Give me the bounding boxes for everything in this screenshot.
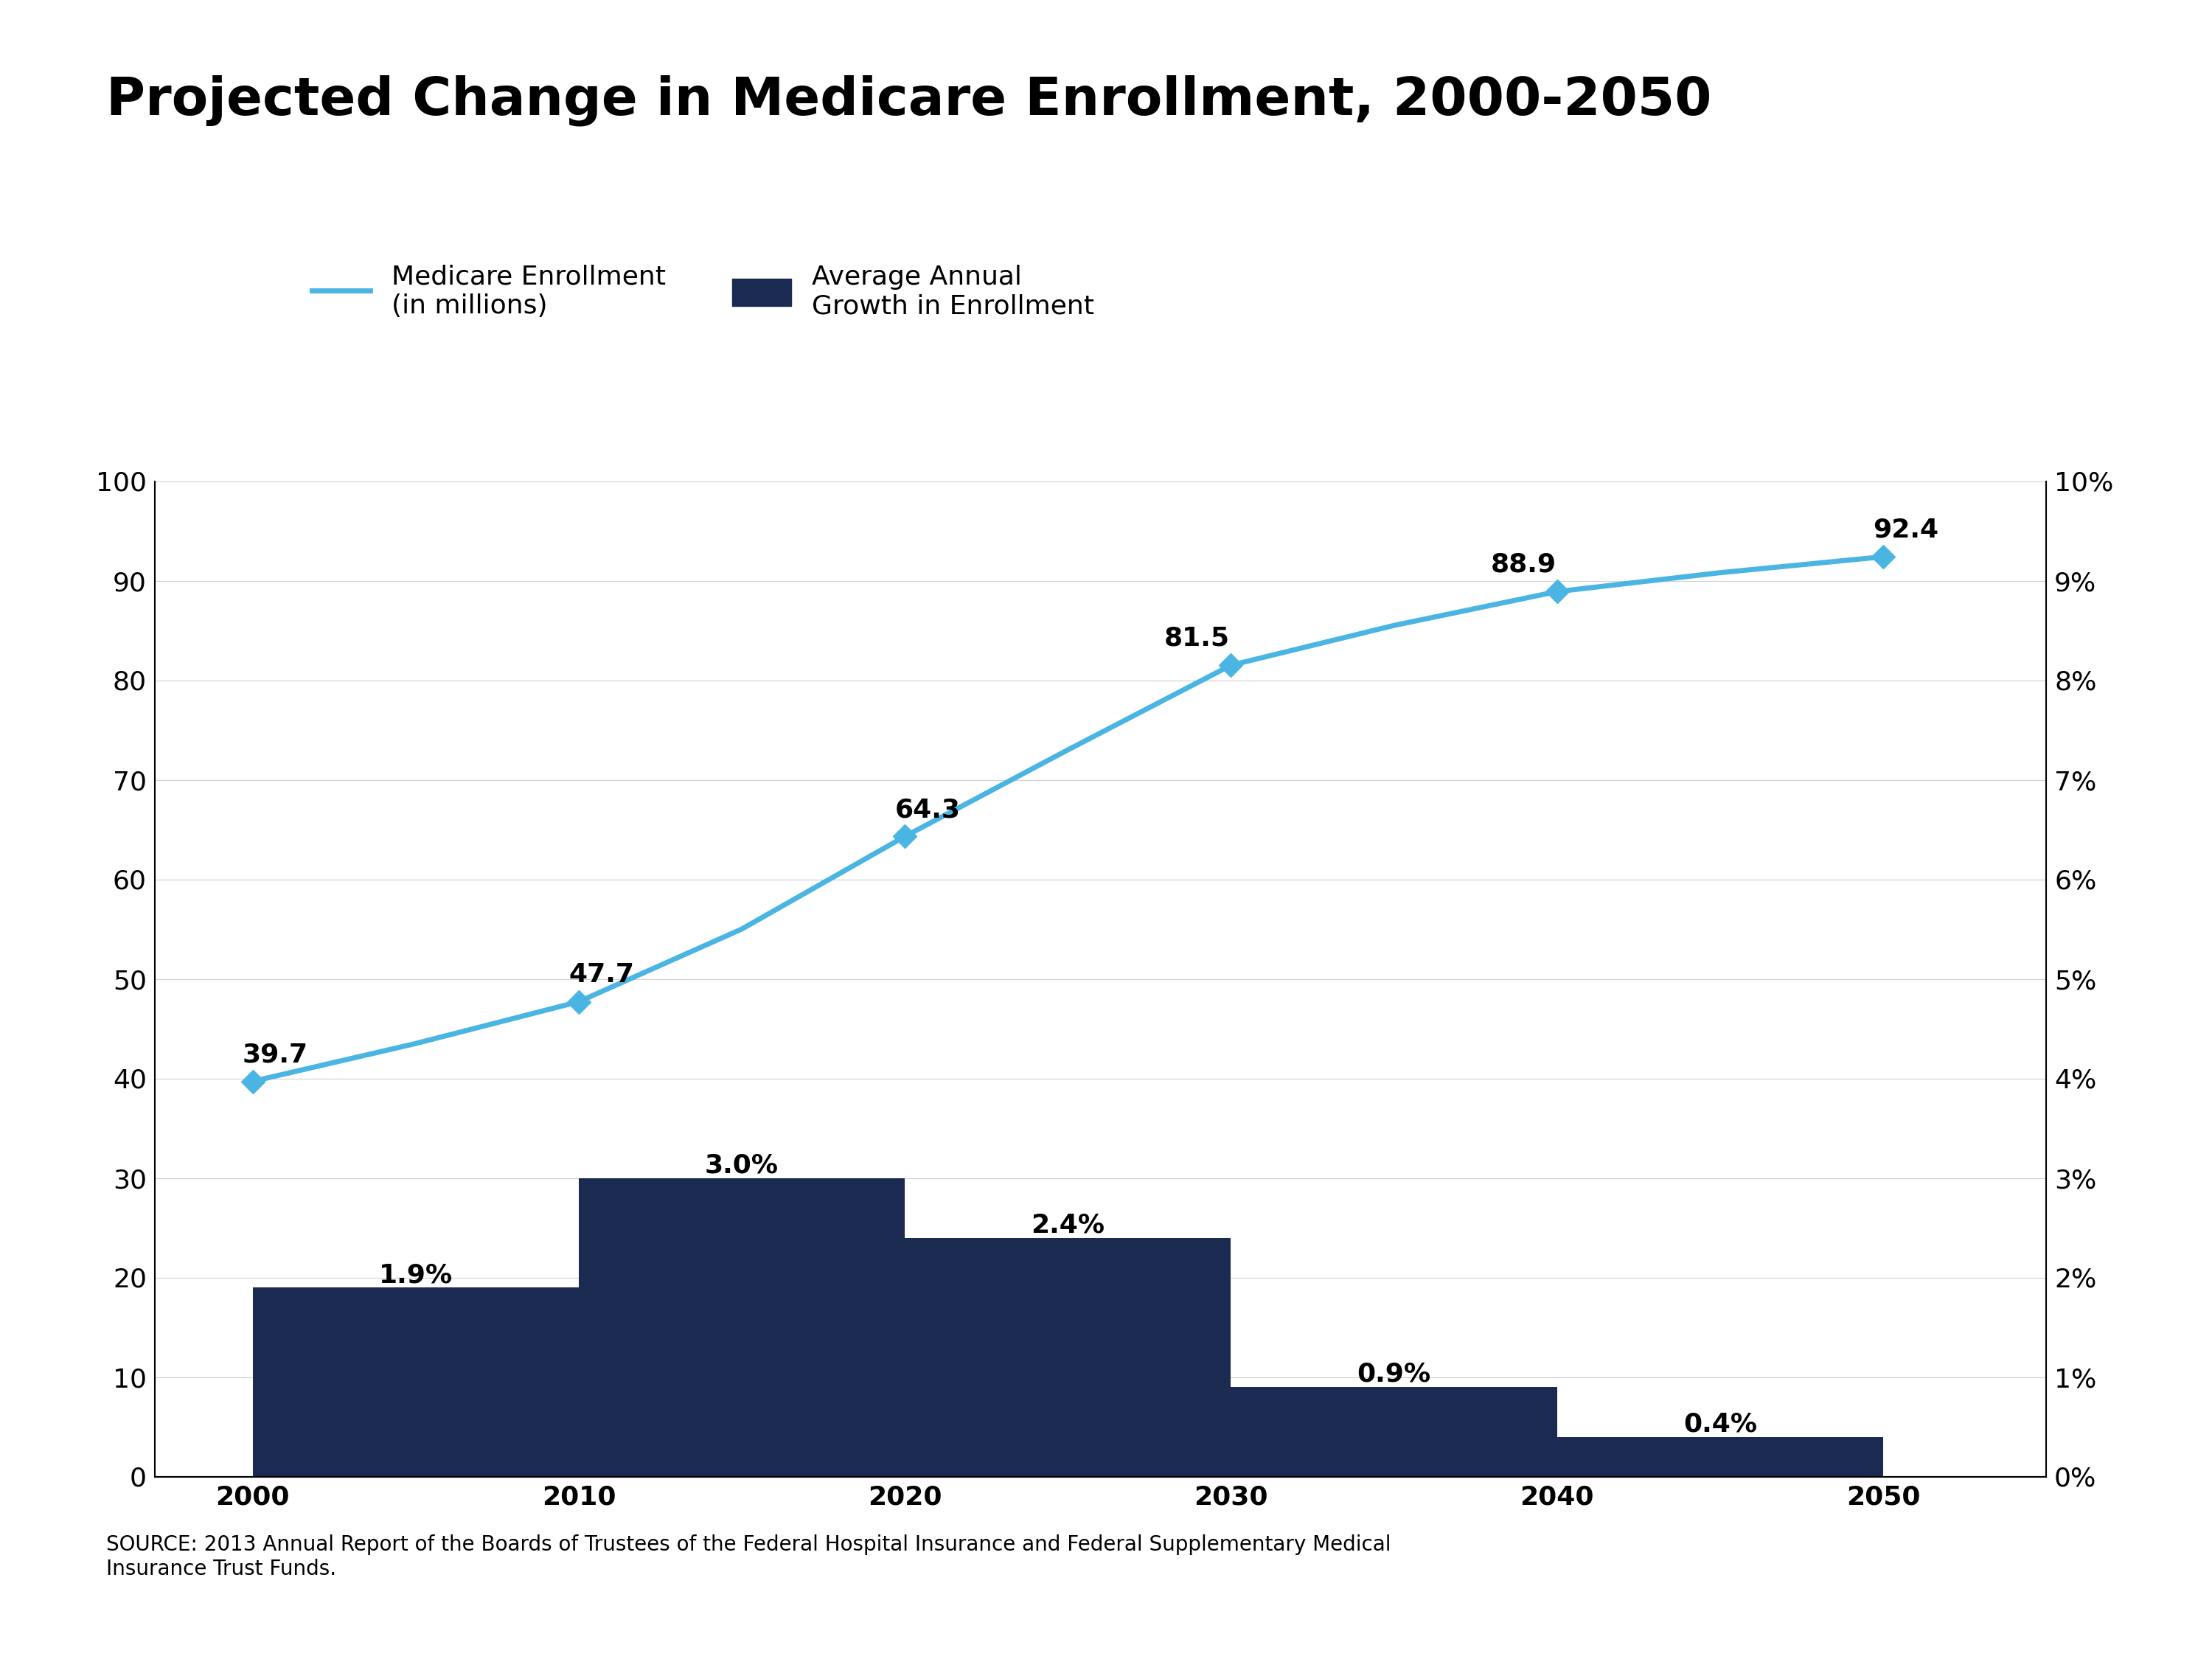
Text: 2.4%: 2.4% <box>1031 1213 1104 1238</box>
Text: 47.7: 47.7 <box>568 962 635 987</box>
Text: FOUNDATION: FOUNDATION <box>2011 1621 2070 1629</box>
Text: 81.5: 81.5 <box>1164 625 1230 650</box>
Text: 3.0%: 3.0% <box>706 1153 779 1178</box>
Text: 64.3: 64.3 <box>894 796 960 823</box>
Text: 0.4%: 0.4% <box>1683 1412 1756 1437</box>
Bar <box>1230 1387 1557 1477</box>
Bar <box>905 1238 1230 1477</box>
Legend: Medicare Enrollment
(in millions), Average Annual
Growth in Enrollment: Medicare Enrollment (in millions), Avera… <box>301 254 1106 328</box>
Bar <box>252 1287 580 1477</box>
Text: 0.9%: 0.9% <box>1356 1362 1431 1387</box>
Bar <box>1557 1437 1882 1477</box>
Text: THE HENRY J.: THE HENRY J. <box>2006 1525 2075 1533</box>
Text: 88.9: 88.9 <box>1491 552 1555 577</box>
Text: Projected Change in Medicare Enrollment, 2000-2050: Projected Change in Medicare Enrollment,… <box>106 75 1712 126</box>
Text: SOURCE: 2013 Annual Report of the Boards of Trustees of the Federal Hospital Ins: SOURCE: 2013 Annual Report of the Boards… <box>106 1535 1391 1579</box>
Text: 39.7: 39.7 <box>243 1042 307 1067</box>
Text: KAISER: KAISER <box>2006 1556 2075 1571</box>
Bar <box>580 1178 905 1477</box>
Text: FAMILY: FAMILY <box>2008 1579 2073 1594</box>
Text: 1.9%: 1.9% <box>378 1262 453 1287</box>
Text: 92.4: 92.4 <box>1874 518 1938 542</box>
